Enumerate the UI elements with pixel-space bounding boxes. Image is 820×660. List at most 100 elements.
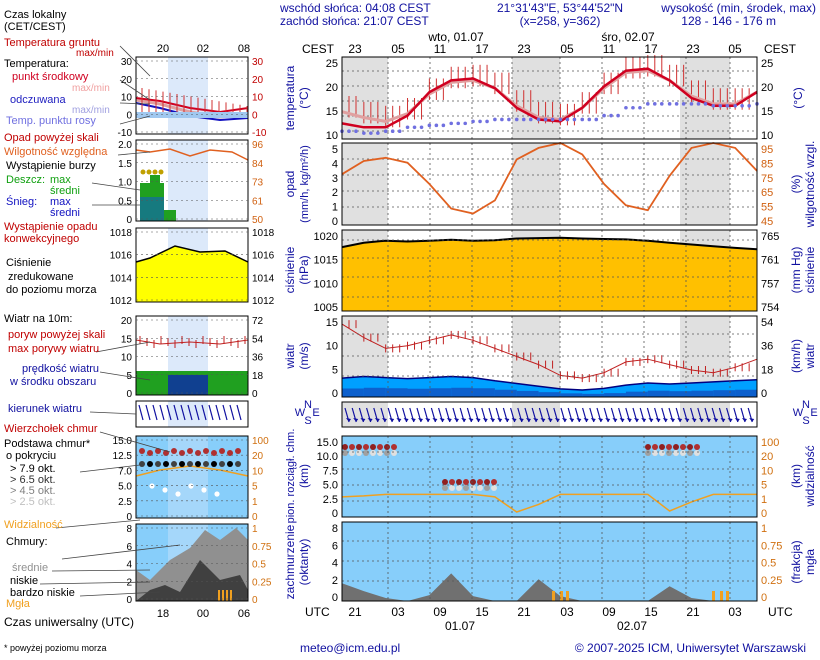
cloud-top-2-5: [680, 444, 686, 450]
utc-hour-labels: 21 03 09 15 21 03 09 15 21 03: [348, 605, 742, 619]
wind-arrowhead-33: [583, 418, 589, 422]
precip-left-tick-5: 0: [332, 216, 338, 228]
legend-panel-1-border: [135, 139, 249, 222]
legend-panel-0-rtick-2: 10: [252, 93, 264, 104]
cloud-top-0-3: [363, 444, 369, 450]
cloud-base-2-4: [673, 450, 679, 456]
legend-panel-5-rtick-5: 0: [252, 512, 258, 523]
legend-cloud-top-7: [195, 450, 201, 456]
cloud-top-1-6: [484, 479, 490, 485]
fog-bar-4: [720, 591, 723, 601]
cloud-base-0-6: [384, 450, 390, 456]
dew-point-9-1: [543, 117, 548, 122]
cloud-base-2-3: [666, 450, 672, 456]
dew-point-3-2: [419, 125, 424, 130]
local-hour-9: 05: [728, 42, 742, 56]
compass-right: N W E S: [793, 399, 818, 427]
dew-point-18-1: [740, 104, 744, 108]
cloud-top-2-2: [659, 444, 665, 450]
legend-okt-5: > 0.1 okt.: [14, 505, 60, 517]
wind-arrowhead-36: [605, 418, 611, 422]
wind-arrowhead-0: [346, 418, 351, 422]
wind-arrowhead-50: [706, 418, 711, 422]
wind-inner-8: [516, 390, 539, 397]
legend-panel-3-rtick-3: 18: [252, 371, 264, 382]
legend-panel-6-ltick-4: 0: [126, 595, 132, 606]
legend-cover-high: wysokie: [11, 550, 51, 562]
cloud-top-2-4: [673, 444, 679, 450]
wind-ylabel: wiatr: [283, 343, 297, 369]
day2-label: śro, 02.07: [601, 30, 655, 44]
legend-temp-title: Temperatura:: [4, 58, 69, 70]
cover-left-tick-2: 4: [332, 558, 338, 570]
wind-arrowhead-32: [576, 418, 582, 422]
legend-leader-5: [91, 182, 141, 191]
pres-right-tick-3: 754: [761, 302, 779, 314]
compass-left-s: S: [304, 415, 311, 427]
dew-point-2-2: [397, 129, 402, 133]
cloud-base-2-0: [645, 450, 651, 456]
cover-runit: (frakcja): [789, 540, 803, 583]
cloud-left-tick-3: 5.0: [323, 480, 338, 492]
precip-left-tick-3: 2: [332, 187, 338, 199]
axis-titles: temperatura (°C) (°C) opad (mm/h, kg/m²/…: [283, 65, 817, 599]
legend-panel-3-border: [135, 315, 249, 396]
wind-arrowhead-37: [612, 418, 618, 422]
temp-border: [341, 56, 758, 140]
cloud-base-0-0: [342, 450, 348, 456]
wind-inner-6: [473, 388, 495, 397]
wind-arrowhead-46: [677, 418, 683, 422]
legend-storm: Wystąpienie burzy: [6, 160, 96, 172]
legend-rain: Deszcz:: [6, 174, 45, 186]
legend-panel-1-ltick-4: 0: [126, 215, 132, 226]
day2-date: 02.07: [617, 619, 647, 633]
wind-inner-0: [342, 388, 364, 397]
dew-point-0-1: [347, 129, 351, 133]
mid-temp-line: [341, 67, 758, 129]
wind-yunit: (m/s): [297, 342, 311, 369]
precip-right-tick-5: 45: [761, 216, 773, 228]
utc-hour-3: 15: [475, 605, 489, 619]
wind-arrowhead-16: [461, 418, 467, 422]
legend-leader-2: [119, 102, 151, 105]
local-time-title: Czas lokalny: [4, 9, 67, 21]
wind-arrowhead-45: [670, 418, 675, 422]
wind-inner-11: [582, 393, 605, 397]
legend-cloud-top-4: [171, 448, 177, 454]
dew-point-13-1: [631, 105, 635, 110]
wind-arrowhead-12: [432, 418, 438, 422]
legend-dir-arrow-14: [236, 404, 242, 421]
local-hour-0: 23: [348, 42, 362, 56]
wind-arrowhead-44: [662, 418, 668, 422]
precip-left-tick-2: 3: [332, 173, 338, 185]
footer-email[interactable]: meteo@icm.edu.pl: [300, 641, 400, 655]
dew-point-8-2: [528, 117, 533, 122]
compass-right-w: W: [793, 407, 804, 419]
legend-cloud-low-3: [188, 483, 194, 489]
wind-runit: (km/h): [789, 339, 803, 373]
temp-yunit: (°C): [297, 87, 311, 108]
wind-arrowhead-6: [389, 418, 395, 422]
height-title: wysokość (min, środek, max): [660, 1, 816, 15]
local-hour-8: 23: [686, 42, 700, 56]
legend-storm-dot-3: [158, 169, 164, 175]
legend-storm-dot-2: [152, 169, 158, 175]
utc-hour-5: 03: [560, 605, 574, 619]
precip-night-1: [512, 143, 560, 225]
wind-right-tick-0: 54: [761, 317, 773, 329]
wind-inner-2: [385, 388, 408, 397]
temp-right-tick-2: 15: [761, 106, 773, 118]
legend-leader-7: [95, 341, 151, 353]
legend-panel-5-border: [135, 435, 249, 519]
legend-panel-5-rtick-3: 5: [252, 482, 258, 493]
dew-point-12-2: [616, 113, 620, 118]
legend-wind-speed-1: prędkość wiatru: [22, 363, 99, 375]
legend-storm-dot-1: [146, 169, 152, 175]
dew-point-11-0: [580, 117, 585, 122]
wind-arrowhead-19: [482, 418, 488, 422]
temp-left-tick-3: 10: [326, 130, 338, 142]
legend-cloud-top: Wierzchołek chmur: [4, 423, 98, 435]
pres-left-tick-3: 1005: [314, 302, 338, 314]
legend-clouds: Wierzchołek chmur Podstawa chmur* o pokr…: [4, 423, 98, 531]
wind-arrowhead-54: [734, 418, 740, 422]
